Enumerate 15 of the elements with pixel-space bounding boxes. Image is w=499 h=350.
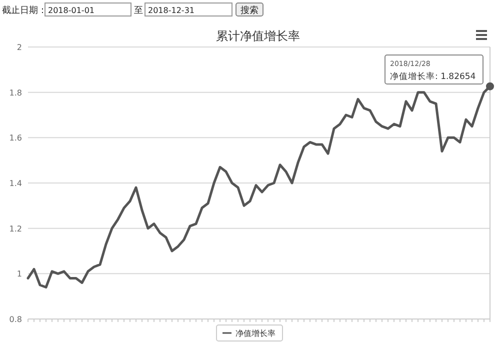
legend-label: 净值增长率 (236, 329, 276, 338)
date-field: 2018-12-31 (144, 2, 232, 16)
y-tick-label: 1 (16, 270, 22, 279)
annotation: 净值增长率: 1.82654 (390, 71, 476, 82)
chart-title: 累计净值增长率 (216, 29, 300, 43)
y-tick-label: 0.8 (9, 315, 22, 324)
y-tick-label: 1.4 (9, 179, 22, 188)
y-tick-label: 1.2 (9, 224, 22, 234)
y-tick-label: 2 (16, 43, 22, 52)
search-button: 搜索 (236, 2, 264, 16)
y-tick-label: 1.6 (9, 134, 22, 143)
y-tick-label: 1.8 (9, 88, 22, 98)
date-field: 2018-01-01 (44, 2, 132, 16)
text: 截止日期： (2, 5, 47, 16)
text: 至 (134, 6, 143, 16)
